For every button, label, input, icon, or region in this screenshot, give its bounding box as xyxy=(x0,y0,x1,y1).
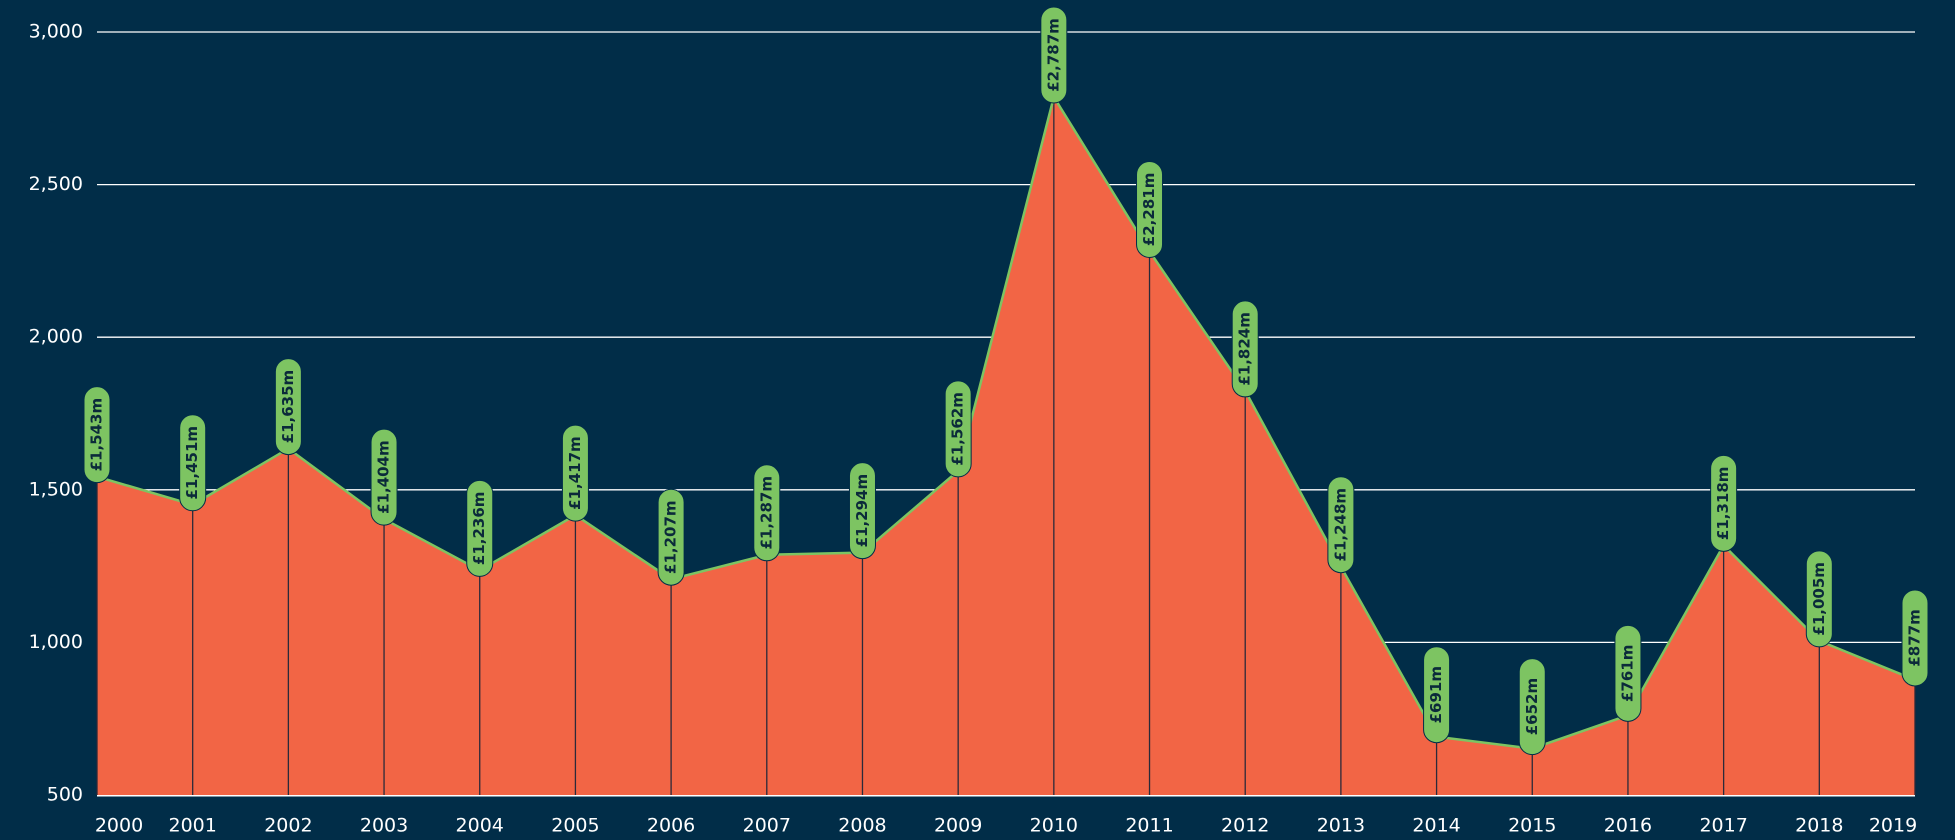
y-tick-label: 2,500 xyxy=(29,173,83,195)
value-label: £1,562m xyxy=(949,392,967,466)
x-tick-label: 2010 xyxy=(1030,815,1078,837)
value-label: £1,543m xyxy=(88,398,106,472)
label-pill xyxy=(1901,589,1929,687)
label-pill xyxy=(657,488,685,586)
y-tick-label: 500 xyxy=(47,784,83,806)
label-pill xyxy=(1614,624,1642,722)
x-tick-label: 2001 xyxy=(169,815,217,837)
line xyxy=(96,93,1916,750)
value-label: £1,824m xyxy=(1236,312,1254,386)
x-tick-label: 2004 xyxy=(456,815,504,837)
x-tick-label: 2005 xyxy=(551,815,599,837)
label-pill xyxy=(179,414,207,512)
label-pill xyxy=(1518,658,1546,756)
label-pill xyxy=(1040,6,1068,104)
x-tick-label: 2013 xyxy=(1317,815,1365,837)
x-tick-label: 2018 xyxy=(1795,815,1843,837)
label-pill xyxy=(1805,550,1833,648)
label-pill xyxy=(1231,300,1259,398)
value-label: £2,787m xyxy=(1044,18,1062,92)
x-tick-label: 2015 xyxy=(1508,815,1556,837)
label-pill xyxy=(466,479,494,577)
value-label: £691m xyxy=(1427,666,1445,723)
label-pill xyxy=(1327,476,1355,574)
value-label: £1,287m xyxy=(757,476,775,550)
x-tick-label: 2011 xyxy=(1125,815,1173,837)
x-tick-label: 2017 xyxy=(1699,815,1747,837)
y-tick-label: 2,000 xyxy=(29,326,83,348)
label-pill xyxy=(83,386,111,484)
value-label: £1,005m xyxy=(1810,562,1828,636)
y-tick-label: 1,500 xyxy=(29,478,83,500)
x-tick-label: 2012 xyxy=(1221,815,1269,837)
label-pill xyxy=(1423,646,1451,744)
label-pill xyxy=(848,462,876,560)
value-label: £2,281m xyxy=(1140,173,1158,247)
label-pill xyxy=(1136,160,1164,258)
label-pill xyxy=(370,428,398,526)
value-label: £877m xyxy=(1906,609,1924,666)
value-label: £1,451m xyxy=(183,426,201,500)
label-pill xyxy=(944,380,972,478)
x-tick-label: 2016 xyxy=(1604,815,1652,837)
value-label: £1,207m xyxy=(662,500,680,574)
label-pill xyxy=(753,464,781,562)
label-pill xyxy=(274,358,302,456)
x-tick-label: 2009 xyxy=(934,815,982,837)
x-tick-label: 2007 xyxy=(743,815,791,837)
value-label: £1,417m xyxy=(566,436,584,510)
label-pill xyxy=(1710,454,1738,552)
value-label: £1,404m xyxy=(375,440,393,514)
x-tick-label: 2019 xyxy=(1869,815,1917,837)
value-label: £1,635m xyxy=(279,370,297,444)
x-tick-label: 2000 xyxy=(95,815,143,837)
value-label: £1,236m xyxy=(470,492,488,566)
x-tick-label: 2014 xyxy=(1412,815,1460,837)
x-tick-label: 2003 xyxy=(360,815,408,837)
area xyxy=(97,97,1915,796)
y-tick-label: 1,000 xyxy=(29,631,83,653)
value-label: £652m xyxy=(1523,678,1541,735)
value-label: £1,294m xyxy=(853,474,871,548)
x-tick-label: 2006 xyxy=(647,815,695,837)
x-tick-label: 2008 xyxy=(838,815,886,837)
value-label: £761m xyxy=(1618,645,1636,702)
value-label: £1,248m xyxy=(1331,488,1349,562)
y-tick-label: 3,000 xyxy=(29,21,83,43)
x-tick-label: 2002 xyxy=(264,815,312,837)
label-pill xyxy=(561,424,589,522)
value-label: £1,318m xyxy=(1714,467,1732,541)
